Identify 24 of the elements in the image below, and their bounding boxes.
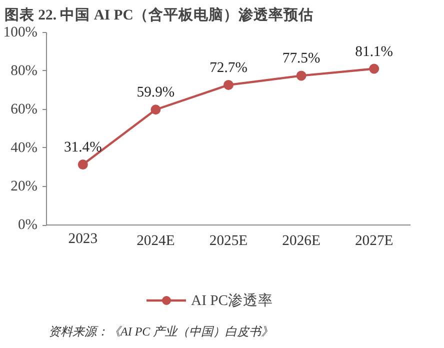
data-label: 31.4%	[64, 140, 102, 156]
point	[224, 80, 234, 90]
y-tick-label: 80%	[10, 62, 38, 79]
x-tick-label: 2027E	[354, 233, 394, 250]
x-tick-label: 2024E	[136, 233, 175, 250]
y-tick-label: 20%	[10, 178, 38, 194]
x-tick-label: 2025E	[209, 233, 248, 250]
point	[150, 104, 161, 115]
text: 资料来源：《AI PC 产业（中国）白皮书》	[48, 324, 274, 338]
chart-title: 图表 22. 中国 AI PC（含平板电脑）渗透率预估	[4, 6, 314, 24]
y-tick-label: 60%	[10, 101, 38, 118]
point	[369, 64, 380, 74]
point	[78, 160, 88, 170]
y-tick-label: 0%	[18, 217, 38, 234]
data-label: 77.5%	[282, 50, 320, 67]
x-tick-label: 2026E	[282, 233, 320, 250]
data-label: 81.1%	[355, 44, 394, 60]
y-tick-label: 100%	[3, 24, 38, 40]
x-tick-label: 2023	[68, 231, 98, 248]
data-label: 72.7%	[210, 60, 248, 76]
data-label: 59.9%	[136, 84, 175, 101]
y-tick-label: 40%	[10, 140, 38, 156]
legend-label: AI PC渗透率	[191, 292, 274, 310]
point	[296, 70, 306, 81]
